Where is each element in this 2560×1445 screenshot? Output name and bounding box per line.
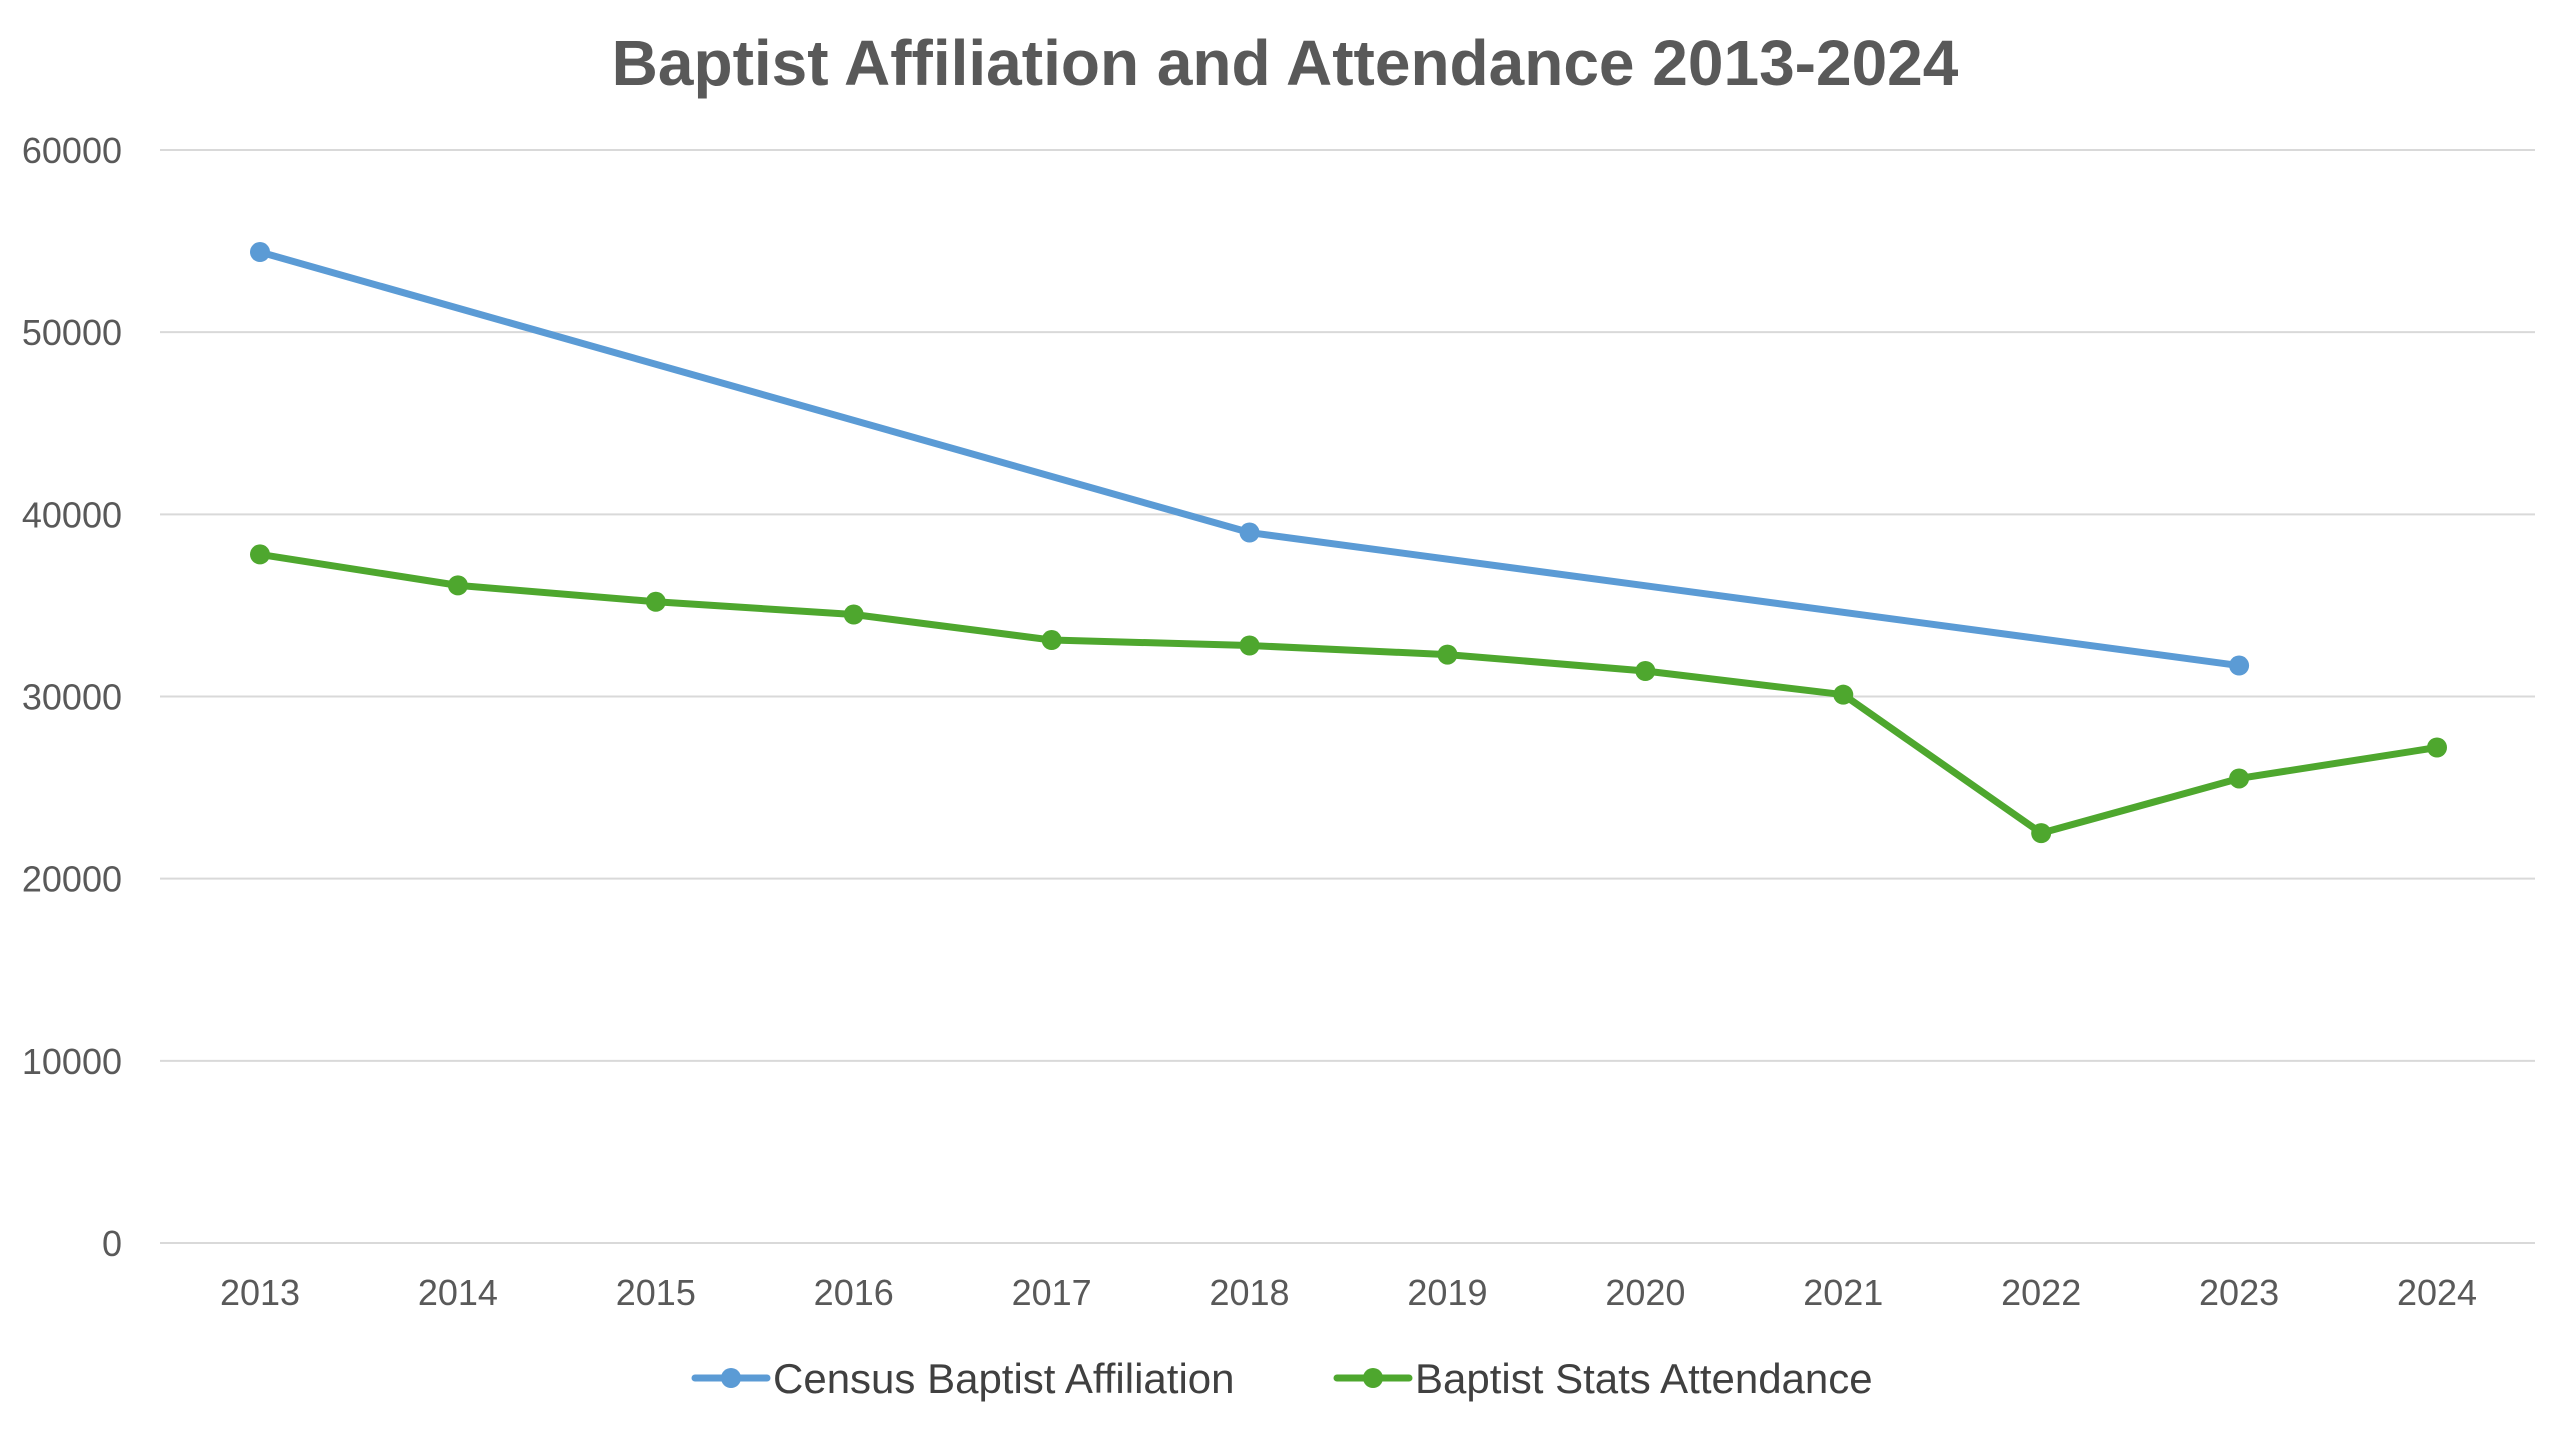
y-tick-label: 0: [102, 1223, 122, 1264]
series-line: [256, 550, 2441, 837]
x-tick-label: 2013: [220, 1272, 300, 1313]
data-point: [2229, 768, 2250, 789]
legend-item: Census Baptist Affiliation: [691, 1355, 1235, 1402]
data-point: [2031, 823, 2052, 844]
x-tick-label: 2018: [1209, 1272, 1289, 1313]
x-tick-label: 2016: [814, 1272, 894, 1313]
data-point: [1239, 522, 1260, 543]
data-point: [250, 544, 270, 565]
data-point: [645, 591, 666, 612]
data-point: [1437, 644, 1458, 665]
x-tick-label: 2019: [1407, 1272, 1487, 1313]
x-tick-label: 2023: [2199, 1272, 2279, 1313]
series-2: [250, 544, 2447, 844]
data-point: [2427, 737, 2447, 758]
legend: Census Baptist Affiliation Baptist Stats …: [691, 1355, 1873, 1402]
data-point: [447, 575, 468, 596]
y-tick-label: 30000: [22, 677, 122, 718]
data-point: [1635, 660, 1656, 681]
data-point: [250, 242, 270, 263]
legend-item: Baptist Stats Attendance: [1333, 1355, 1873, 1402]
x-tick-label: 2014: [418, 1272, 498, 1313]
data-point: [2229, 655, 2250, 676]
series-group: [250, 242, 2447, 844]
gridlines: [160, 149, 2535, 1244]
chart-title: Baptist Affiliation and Attendance 2013-…: [612, 27, 1959, 99]
series-1: [250, 242, 2250, 676]
y-tick-label: 60000: [22, 130, 122, 171]
legend-marker: [721, 1368, 741, 1388]
data-point: [1833, 684, 1854, 705]
data-point: [843, 604, 864, 625]
x-axis-ticks: 2013 2014 2015 2016 2017 2018 2019 2020 2021 2022…: [220, 1272, 2477, 1313]
legend-label: Baptist Stats Attendance: [1415, 1355, 1873, 1402]
data-point: [1041, 630, 1062, 651]
x-tick-label: 2021: [1803, 1272, 1883, 1313]
y-tick-label: 40000: [22, 494, 122, 535]
y-tick-label: 20000: [22, 859, 122, 900]
y-tick-label: 10000: [22, 1041, 122, 1082]
y-axis-ticks: 0 10000 20000 30000 40000 50000 60000: [22, 130, 122, 1264]
y-tick-label: 50000: [22, 312, 122, 353]
x-tick-label: 2022: [2001, 1272, 2081, 1313]
data-point: [1239, 635, 1260, 656]
series-line: [256, 248, 2243, 670]
x-tick-label: 2020: [1605, 1272, 1685, 1313]
legend-label: Census Baptist Affiliation: [773, 1355, 1235, 1402]
legend-marker: [1363, 1368, 1383, 1388]
x-tick-label: 2017: [1012, 1272, 1092, 1313]
x-tick-label: 2015: [616, 1272, 696, 1313]
x-tick-label: 2024: [2397, 1272, 2477, 1313]
